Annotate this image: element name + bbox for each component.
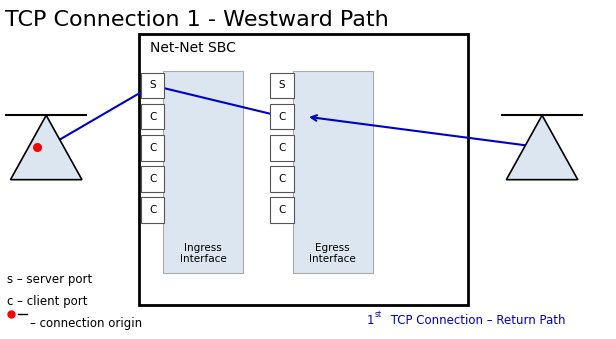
Bar xyxy=(141,166,164,192)
Bar xyxy=(270,104,294,129)
Bar xyxy=(270,135,294,161)
Text: C: C xyxy=(278,112,286,122)
Text: Net-Net SBC: Net-Net SBC xyxy=(150,41,235,55)
Text: 1: 1 xyxy=(367,314,374,327)
Text: C: C xyxy=(149,112,156,122)
Text: C: C xyxy=(278,205,286,215)
Text: C: C xyxy=(149,205,156,215)
Text: s – server port: s – server port xyxy=(7,273,92,286)
Text: S: S xyxy=(279,80,285,91)
Bar xyxy=(141,197,164,223)
Text: C: C xyxy=(278,174,286,184)
Bar xyxy=(141,135,164,161)
Bar xyxy=(141,73,164,98)
Polygon shape xyxy=(10,115,82,180)
Polygon shape xyxy=(506,115,578,180)
Bar xyxy=(163,71,243,273)
Text: TCP Connection 1 - Westward Path: TCP Connection 1 - Westward Path xyxy=(5,10,389,30)
Text: C: C xyxy=(278,143,286,153)
Text: C: C xyxy=(149,174,156,184)
Text: TCP Connection – Return Path: TCP Connection – Return Path xyxy=(387,314,565,327)
Text: st: st xyxy=(375,310,382,319)
Text: S: S xyxy=(150,80,156,91)
Text: c – client port: c – client port xyxy=(7,295,88,308)
Bar xyxy=(270,197,294,223)
Text: – connection origin: – connection origin xyxy=(30,317,142,330)
Bar xyxy=(293,71,373,273)
Bar xyxy=(141,104,164,129)
Text: Ingress
Interface: Ingress Interface xyxy=(180,243,227,264)
Bar xyxy=(270,73,294,98)
Text: C: C xyxy=(149,143,156,153)
Text: Egress
Interface: Egress Interface xyxy=(309,243,356,264)
Bar xyxy=(270,166,294,192)
Bar xyxy=(139,34,468,305)
